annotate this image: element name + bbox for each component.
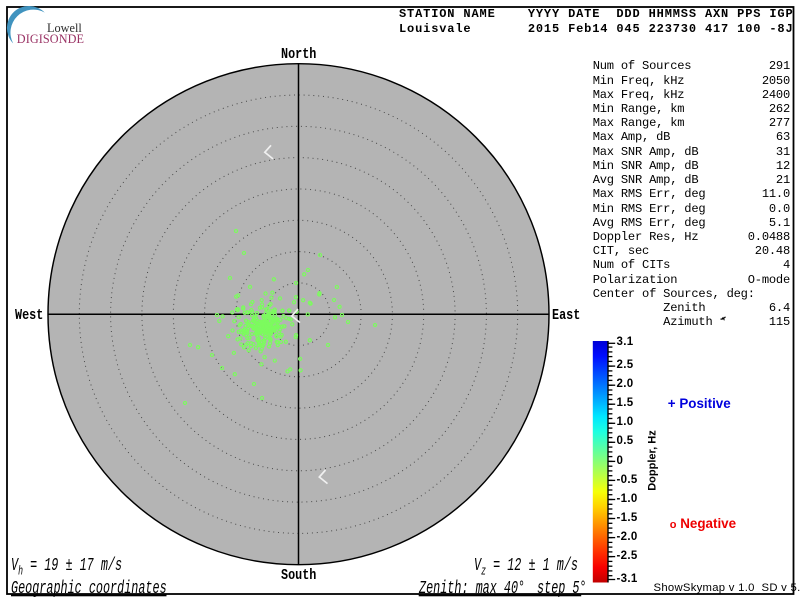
svg-text:Doppler, Hz: Doppler, Hz — [647, 430, 659, 491]
